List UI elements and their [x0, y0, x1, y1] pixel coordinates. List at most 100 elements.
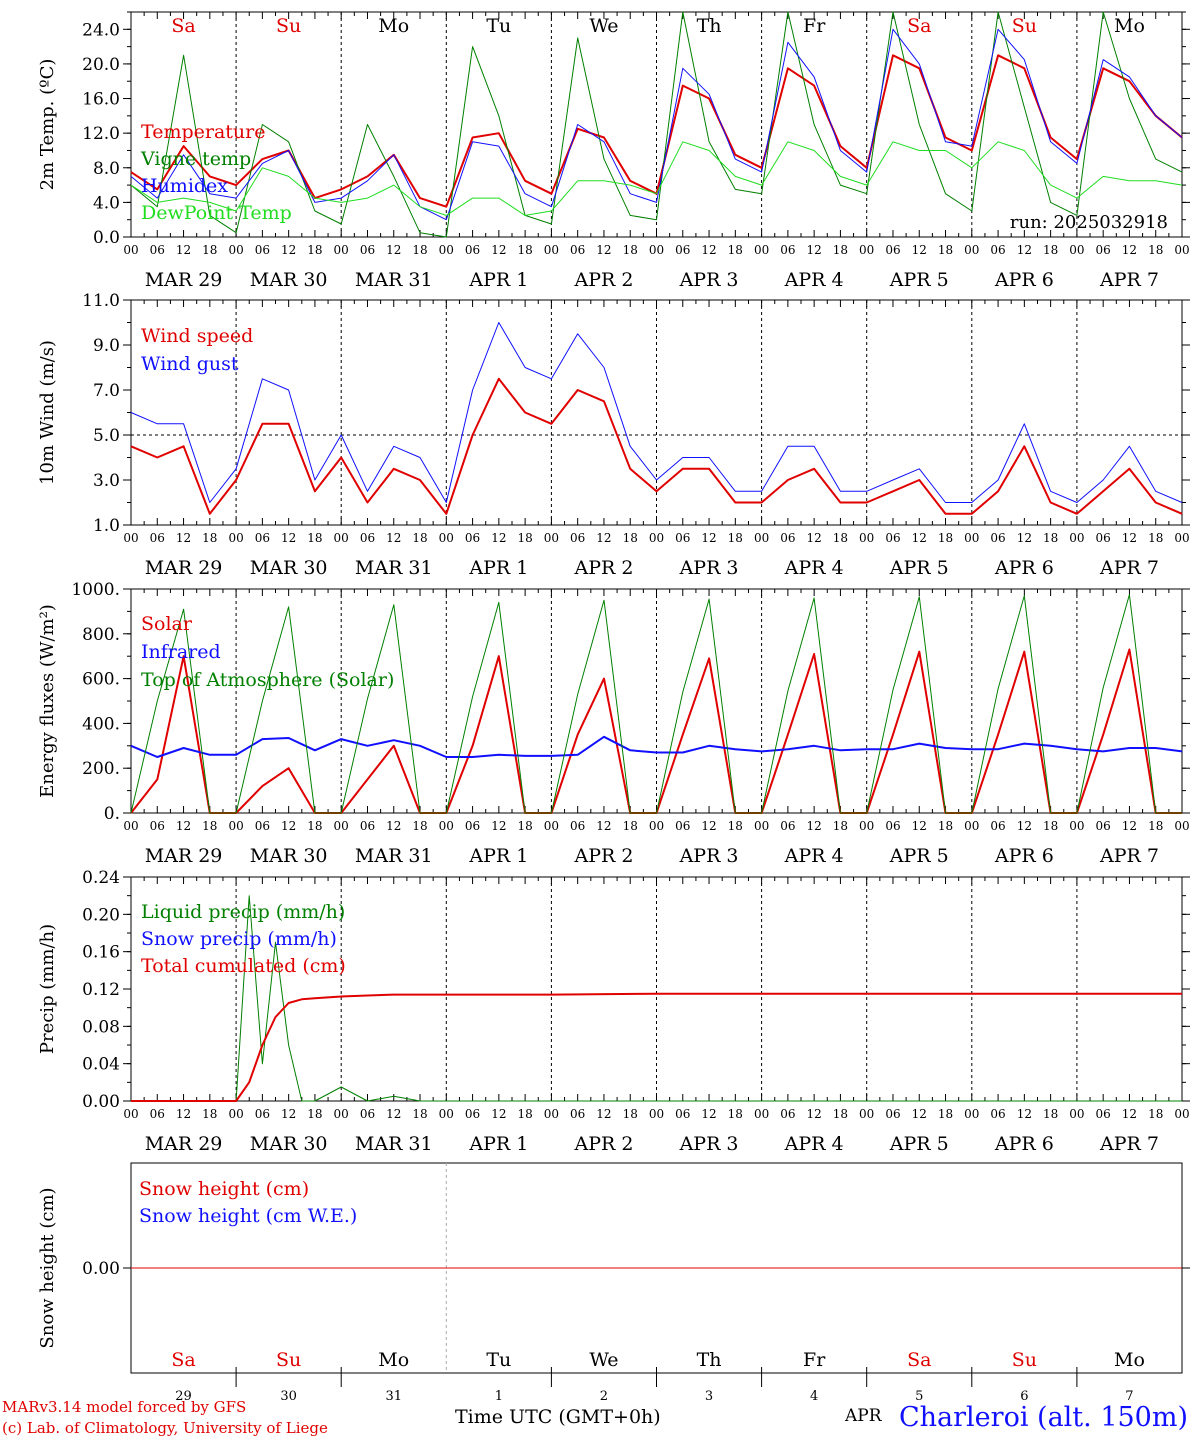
- x-hour-label: 06: [1096, 243, 1111, 257]
- y-tick-label: 0.08: [82, 1017, 120, 1037]
- x-date-label: APR 2: [573, 557, 633, 579]
- x-hour-label: 06: [780, 243, 795, 257]
- x-hour-label: 18: [517, 243, 532, 257]
- x-date-label: APR 3: [679, 269, 739, 291]
- day-number-label: 31: [385, 1389, 402, 1404]
- x-date-label: APR 7: [1099, 1133, 1159, 1155]
- x-hour-label: 00: [228, 531, 243, 545]
- weekday-label-top: Su: [1012, 15, 1037, 37]
- x-hour-label: 00: [123, 1107, 138, 1121]
- x-hour-label: 12: [912, 243, 927, 257]
- x-hour-label: 12: [807, 531, 822, 545]
- x-hour-label: 12: [1017, 531, 1032, 545]
- x-hour-label: 06: [570, 243, 585, 257]
- x-hour-label: 18: [202, 819, 217, 833]
- x-hour-label: 06: [885, 531, 900, 545]
- x-hour-label: 18: [1148, 1107, 1163, 1121]
- day-number-label: 3: [705, 1389, 713, 1404]
- x-hour-label: 12: [1122, 1107, 1137, 1121]
- y-tick-label: 3.0: [93, 471, 120, 491]
- x-hour-label: 12: [912, 1107, 927, 1121]
- x-hour-label: 18: [202, 243, 217, 257]
- x-date-label: APR 5: [889, 845, 949, 867]
- x-hour-label: 06: [885, 819, 900, 833]
- x-hour-label: 06: [675, 1107, 690, 1121]
- x-hour-label: 00: [228, 1107, 243, 1121]
- y-tick-label: 600.: [82, 670, 120, 690]
- x-hour-label: 00: [544, 243, 559, 257]
- x-date-label: MAR 30: [250, 1133, 328, 1155]
- x-date-label: APR 2: [573, 845, 633, 867]
- x-hour-label: 12: [491, 819, 506, 833]
- x-hour-label: 00: [964, 531, 979, 545]
- legend-entry: Solar: [141, 613, 193, 635]
- weekday-label-top: Fr: [803, 15, 826, 37]
- x-hour-label: 18: [728, 819, 743, 833]
- x-hour-label: 00: [649, 1107, 664, 1121]
- x-hour-label: 06: [255, 243, 270, 257]
- x-hour-label: 00: [228, 243, 243, 257]
- y-tick-label: 0.16: [82, 943, 120, 963]
- x-hour-label: 12: [1017, 243, 1032, 257]
- y-axis-label: 2m Temp. (ºC): [37, 59, 58, 191]
- x-hour-label: 12: [807, 1107, 822, 1121]
- legend-entry: Snow height (cm W.E.): [139, 1205, 357, 1227]
- x-date-label: APR 6: [994, 269, 1054, 291]
- weekday-label-top: Mo: [1114, 15, 1145, 37]
- x-hour-label: 18: [938, 531, 953, 545]
- x-hour-label: 12: [596, 531, 611, 545]
- panel-3-frame: [130, 588, 1183, 814]
- x-hour-label: 00: [544, 531, 559, 545]
- y-tick-label: 0.12: [82, 980, 120, 1000]
- y-axis-label: Snow height (cm): [37, 1187, 58, 1348]
- weekday-label-bottom: Su: [1012, 1349, 1037, 1371]
- x-hour-label: 00: [334, 531, 349, 545]
- y-axis-label: Precip (mm/h): [37, 924, 58, 1054]
- model-credit: MARv3.14 model forced by GFS: [2, 1398, 247, 1416]
- x-hour-label: 12: [386, 819, 401, 833]
- x-date-label: APR 5: [889, 269, 949, 291]
- x-hour-label: 18: [202, 531, 217, 545]
- x-hour-label: 00: [1174, 819, 1189, 833]
- day-number-label: 1: [495, 1389, 503, 1404]
- weekday-label-bottom: Fr: [803, 1349, 826, 1371]
- weekday-label-bottom: Th: [697, 1349, 722, 1371]
- legend-entry: Top of Atmosphere (Solar): [141, 669, 394, 691]
- x-hour-label: 12: [701, 531, 716, 545]
- x-hour-label: 06: [360, 819, 375, 833]
- x-hour-label: 18: [728, 531, 743, 545]
- x-hour-label: 00: [544, 1107, 559, 1121]
- x-hour-label: 18: [1148, 243, 1163, 257]
- series-line-humidex: [130, 28, 1183, 221]
- day-number-label: 4: [810, 1389, 818, 1404]
- x-date-label: APR 5: [889, 557, 949, 579]
- x-date-label: APR 3: [679, 557, 739, 579]
- x-hour-label: 12: [912, 531, 927, 545]
- y-tick-label: 20.0: [82, 55, 120, 75]
- x-hour-label: 06: [990, 531, 1005, 545]
- x-hour-label: 12: [281, 531, 296, 545]
- y-tick-label: 0.04: [82, 1055, 120, 1075]
- x-hour-label: 12: [807, 243, 822, 257]
- x-hour-label: 12: [386, 531, 401, 545]
- time-axis-label: Time UTC (GMT+0h): [455, 1406, 661, 1428]
- x-hour-label: 18: [623, 243, 638, 257]
- y-axis-label: 10m Wind (m/s): [37, 340, 58, 485]
- weekday-label-top: Sa: [171, 15, 195, 37]
- x-date-label: MAR 29: [145, 1133, 223, 1155]
- x-hour-label: 06: [255, 819, 270, 833]
- x-hour-label: 18: [623, 819, 638, 833]
- x-hour-label: 00: [123, 243, 138, 257]
- x-date-label: APR 3: [679, 845, 739, 867]
- x-hour-label: 06: [465, 243, 480, 257]
- x-hour-label: 06: [570, 531, 585, 545]
- x-hour-label: 18: [833, 243, 848, 257]
- x-hour-label: 18: [1148, 819, 1163, 833]
- x-hour-label: 12: [386, 1107, 401, 1121]
- x-hour-label: 00: [1174, 243, 1189, 257]
- x-date-label: MAR 30: [250, 269, 328, 291]
- x-hour-label: 12: [491, 243, 506, 257]
- x-hour-label: 00: [1069, 1107, 1084, 1121]
- x-date-label: APR 6: [994, 1133, 1054, 1155]
